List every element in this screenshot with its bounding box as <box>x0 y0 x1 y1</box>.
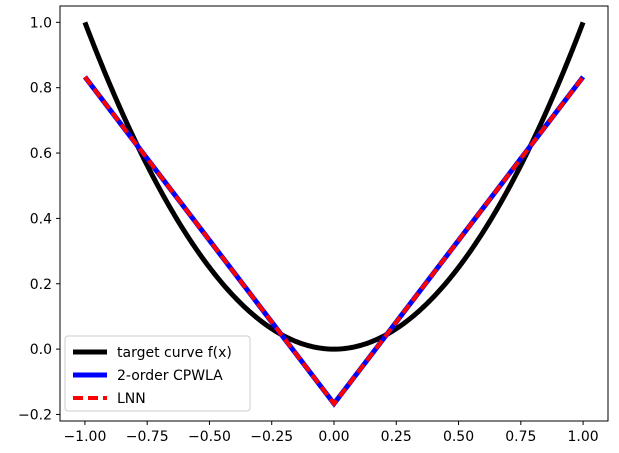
x-tick-label: 0.75 <box>505 429 536 445</box>
legend-label-cpwla: 2-order CPWLA <box>117 368 223 384</box>
x-tick-label: 0.50 <box>443 429 474 445</box>
y-tick-label: 0.4 <box>30 211 52 227</box>
y-tick-label: 0.2 <box>30 277 52 293</box>
x-tick-label: 0.25 <box>381 429 412 445</box>
y-tick-label: 0.6 <box>30 146 52 162</box>
series-target-curve <box>82 21 586 352</box>
y-tick-label: 1.0 <box>30 15 52 31</box>
x-tick-label: 0.00 <box>318 429 349 445</box>
x-tick-label: −0.75 <box>126 429 169 445</box>
x-tick-label: −0.50 <box>188 429 231 445</box>
legend-label-lnn: LNN <box>117 391 146 407</box>
y-tick-label: −0.2 <box>18 407 52 423</box>
y-axis: −0.2 0.0 0.2 0.4 0.6 0.8 1.0 <box>18 15 60 423</box>
legend-box <box>64 335 251 412</box>
x-tick-label: 1.00 <box>568 429 599 445</box>
x-tick-label: −1.00 <box>63 429 106 445</box>
y-tick-label: 0.0 <box>30 342 52 358</box>
series-layer <box>82 21 586 408</box>
y-tick-label: 0.8 <box>30 81 52 97</box>
x-axis: −1.00 −0.75 −0.50 −0.25 0.00 0.25 0.50 0.75 1.00 <box>63 421 599 445</box>
legend: target curve f(x) 2-order CPWLA LNN <box>64 335 251 412</box>
x-tick-label: −0.25 <box>250 429 293 445</box>
series-lnn <box>83 75 585 407</box>
legend-label-target: target curve f(x) <box>117 345 232 361</box>
